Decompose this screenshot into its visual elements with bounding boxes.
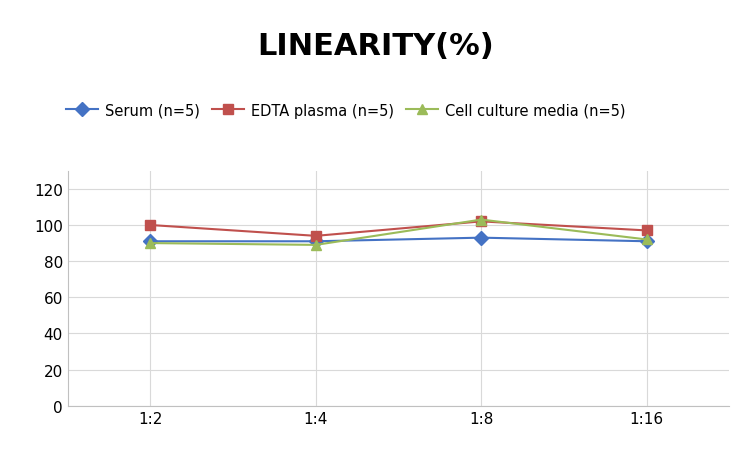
Line: Serum (n=5): Serum (n=5) bbox=[146, 233, 651, 247]
Serum (n=5) bbox=[146, 239, 155, 244]
EDTA plasma (n=5) bbox=[146, 223, 155, 228]
Cell culture media (n=5) bbox=[477, 217, 486, 223]
Cell culture media (n=5) bbox=[642, 237, 651, 243]
Serum (n=5) bbox=[642, 239, 651, 244]
Serum (n=5) bbox=[311, 239, 320, 244]
Serum (n=5) bbox=[477, 235, 486, 241]
Cell culture media (n=5) bbox=[146, 241, 155, 246]
Cell culture media (n=5) bbox=[311, 243, 320, 248]
Text: LINEARITY(%): LINEARITY(%) bbox=[258, 32, 494, 60]
EDTA plasma (n=5) bbox=[642, 228, 651, 234]
EDTA plasma (n=5) bbox=[311, 234, 320, 239]
Legend: Serum (n=5), EDTA plasma (n=5), Cell culture media (n=5): Serum (n=5), EDTA plasma (n=5), Cell cul… bbox=[60, 97, 632, 124]
Line: Cell culture media (n=5): Cell culture media (n=5) bbox=[146, 215, 651, 250]
EDTA plasma (n=5) bbox=[477, 219, 486, 225]
Line: EDTA plasma (n=5): EDTA plasma (n=5) bbox=[146, 217, 651, 241]
